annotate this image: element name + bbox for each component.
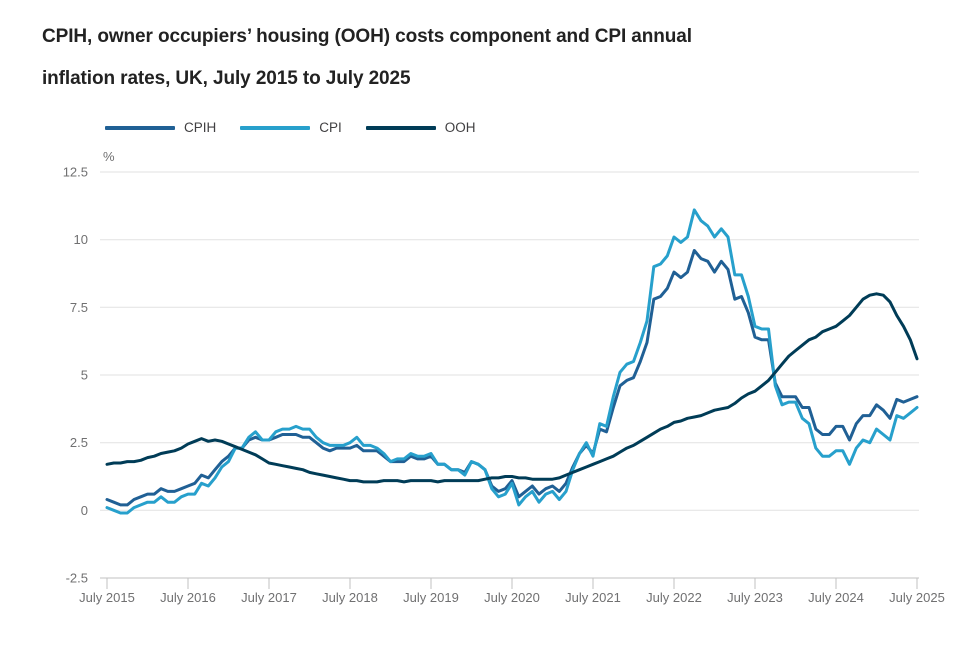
cpih-line <box>105 249 919 507</box>
y-tick-label: -2.5 <box>66 571 88 586</box>
y-tick-label: 7.5 <box>70 300 88 315</box>
ooh-legend-swatch <box>365 125 436 130</box>
x-tick-label: July 2015 <box>79 590 135 605</box>
x-tick-label: July 2021 <box>565 590 621 605</box>
x-tick-label: July 2018 <box>322 590 378 605</box>
chart-title-line1: CPIH, owner occupiers’ housing (OOH) cos… <box>42 26 692 47</box>
x-tick-label: July 2023 <box>727 590 783 605</box>
chart-legend: CPIH CPI OOH <box>105 120 500 135</box>
ooh-line <box>105 292 919 484</box>
y-tick-label: 5 <box>81 368 88 383</box>
y-tick-label: 0 <box>81 503 88 518</box>
ooh-legend-label: OOH <box>444 120 476 135</box>
legend-item-cpi[interactable]: CPI <box>240 120 342 135</box>
cpi-line <box>105 208 919 515</box>
x-tick-label: July 2016 <box>160 590 216 605</box>
legend-item-cpih[interactable]: CPIH <box>105 120 216 135</box>
x-tick-label: July 2024 <box>808 590 864 605</box>
cpih-legend-swatch <box>105 125 175 130</box>
x-tick-label: July 2025 <box>889 590 945 605</box>
chart-title-line2: inflation rates, UK, July 2015 to July 2… <box>42 68 411 89</box>
legend-item-ooh[interactable]: OOH <box>365 120 476 135</box>
cpi-legend-swatch <box>240 125 311 130</box>
x-tick-label: July 2020 <box>484 590 540 605</box>
cpi-legend-label: CPI <box>319 120 342 135</box>
cpih-legend-label: CPIH <box>184 120 217 135</box>
y-tick-label: 10 <box>74 232 88 247</box>
x-tick-label: July 2017 <box>241 590 297 605</box>
chart-title: CPIH, owner occupiers’ housing (OOH) cos… <box>42 16 842 100</box>
y-axis-unit-label: % <box>103 149 115 164</box>
y-tick-label: 2.5 <box>70 435 88 450</box>
y-tick-label: 12.5 <box>63 165 88 180</box>
x-tick-label: July 2019 <box>403 590 459 605</box>
x-tick-label: July 2022 <box>646 590 702 605</box>
